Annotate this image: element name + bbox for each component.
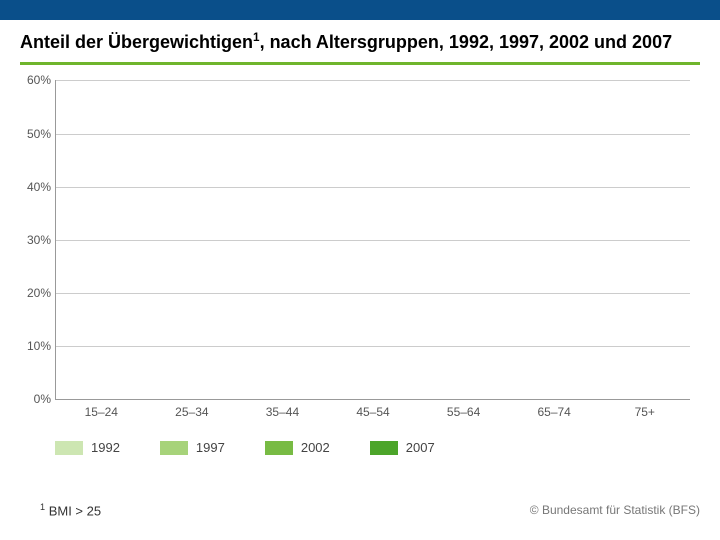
legend-label: 1992 — [91, 440, 120, 455]
y-axis-label: 30% — [16, 233, 51, 247]
y-axis-label: 20% — [16, 286, 51, 300]
y-axis-label: 10% — [16, 339, 51, 353]
legend-swatch — [55, 441, 83, 455]
x-axis-label: 75+ — [599, 405, 690, 419]
legend-item: 1992 — [55, 440, 120, 455]
top-bar — [0, 0, 720, 20]
x-axis-label: 35–44 — [237, 405, 328, 419]
x-axis-label: 15–24 — [56, 405, 147, 419]
title-part2: , nach Altersgruppen, 1992, 1997, 2002 u… — [260, 32, 673, 52]
legend-swatch — [370, 441, 398, 455]
chart-legend: 1992 1997 2002 2007 — [55, 440, 720, 455]
footnote: 1 BMI > 25 — [40, 502, 101, 518]
legend-item: 1997 — [160, 440, 225, 455]
chart-title: Anteil der Übergewichtigen1, nach Alters… — [0, 20, 720, 62]
copyright-text: © Bundesamt für Statistik (BFS) — [530, 503, 700, 517]
legend-label: 2002 — [301, 440, 330, 455]
gridline — [56, 293, 690, 294]
gridline — [56, 187, 690, 188]
y-axis-label: 60% — [16, 73, 51, 87]
legend-item: 2002 — [265, 440, 330, 455]
y-axis-label: 50% — [16, 127, 51, 141]
chart-plot-area: 15–2425–3435–4445–5455–6465–7475+ 0%10%2… — [55, 80, 690, 400]
gridline — [56, 80, 690, 81]
chart-footer: 1 BMI > 25 © Bundesamt für Statistik (BF… — [0, 492, 720, 540]
x-axis-label: 65–74 — [509, 405, 600, 419]
legend-item: 2007 — [370, 440, 435, 455]
legend-label: 2007 — [406, 440, 435, 455]
x-axis-label: 45–54 — [328, 405, 419, 419]
title-part1: Anteil der Übergewichtigen — [20, 32, 253, 52]
gridline — [56, 240, 690, 241]
footnote-marker: 1 — [40, 502, 45, 512]
gridline — [56, 346, 690, 347]
y-axis-label: 40% — [16, 180, 51, 194]
x-axis-label: 25–34 — [147, 405, 238, 419]
legend-label: 1997 — [196, 440, 225, 455]
y-axis-label: 0% — [16, 392, 51, 406]
divider-line — [20, 62, 700, 65]
legend-swatch — [265, 441, 293, 455]
legend-swatch — [160, 441, 188, 455]
x-axis-labels: 15–2425–3435–4445–5455–6465–7475+ — [56, 405, 690, 419]
x-axis-label: 55–64 — [418, 405, 509, 419]
gridline — [56, 134, 690, 135]
footnote-text: BMI > 25 — [49, 503, 101, 518]
